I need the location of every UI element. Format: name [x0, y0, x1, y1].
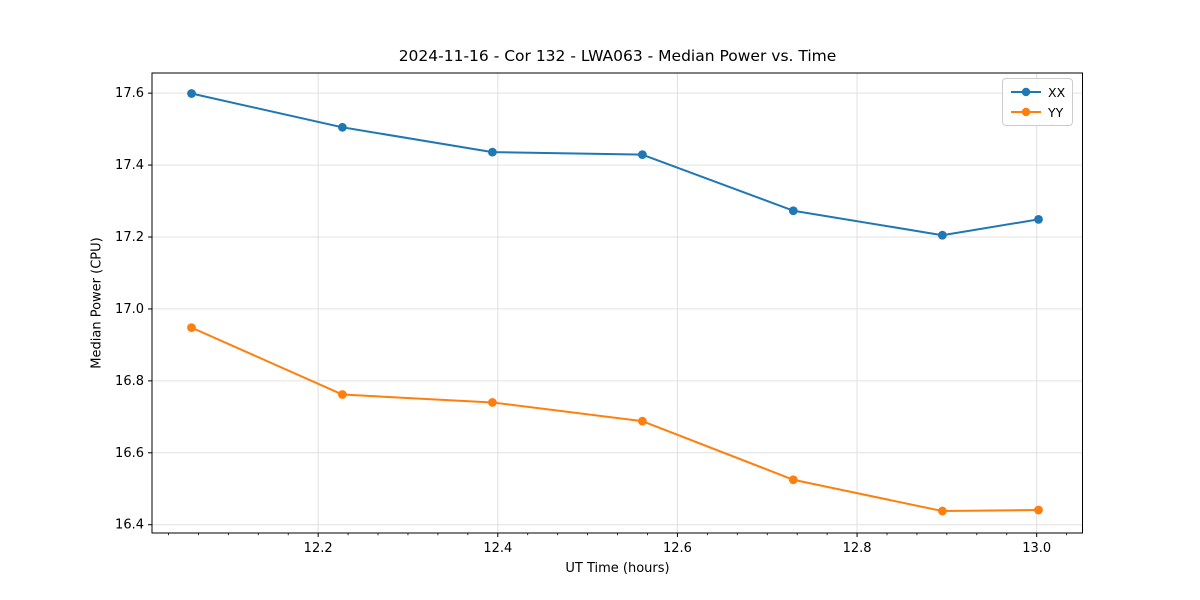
chart-title: 2024-11-16 - Cor 132 - LWA063 - Median P… — [398, 47, 837, 65]
y-tick-label: 16.8 — [115, 374, 144, 389]
data-point-YY — [937, 506, 947, 516]
x-tick-label: 12.4 — [483, 541, 512, 556]
data-point-YY — [488, 398, 497, 407]
x-tick-label: 12.6 — [663, 541, 692, 556]
data-point-XX — [338, 122, 347, 132]
data-point-YY — [1034, 505, 1043, 515]
data-point-XX — [187, 89, 196, 98]
y-tick-label: 16.6 — [115, 446, 144, 461]
data-point-YY — [637, 416, 647, 426]
axes-frame — [151, 72, 1083, 534]
data-point-XX — [788, 206, 798, 216]
legend: XX YY — [1002, 78, 1073, 126]
y-tick-label: 17.4 — [115, 158, 144, 173]
y-tick-label: 17.6 — [115, 86, 144, 101]
legend-item-XX: XX — [1010, 82, 1068, 102]
legend-marker-XX — [1011, 87, 1041, 97]
x-axis-label: UT Time (hours) — [565, 561, 670, 576]
data-point-YY — [788, 475, 798, 485]
legend-label-YY: YY — [1048, 104, 1064, 120]
y-tick-label: 17.2 — [115, 230, 144, 245]
legend-label-XX: XX — [1048, 84, 1066, 100]
legend-item-YY: YY — [1010, 102, 1068, 122]
data-point-XX — [937, 230, 947, 240]
data-point-YY — [187, 323, 196, 333]
y-axis-label: Median Power (CPU) — [89, 237, 105, 369]
data-point-YY — [338, 390, 347, 399]
y-tick-label: 16.4 — [115, 518, 144, 533]
legend-marker-YY — [1011, 107, 1041, 117]
data-point-XX — [637, 150, 647, 160]
x-tick-label: 12.2 — [304, 541, 333, 556]
x-tick-label: 12.8 — [843, 541, 872, 556]
y-tick-label: 17.0 — [115, 302, 144, 317]
x-tick-label: 13.0 — [1022, 541, 1051, 556]
data-point-XX — [488, 147, 497, 157]
data-point-XX — [1034, 214, 1043, 224]
